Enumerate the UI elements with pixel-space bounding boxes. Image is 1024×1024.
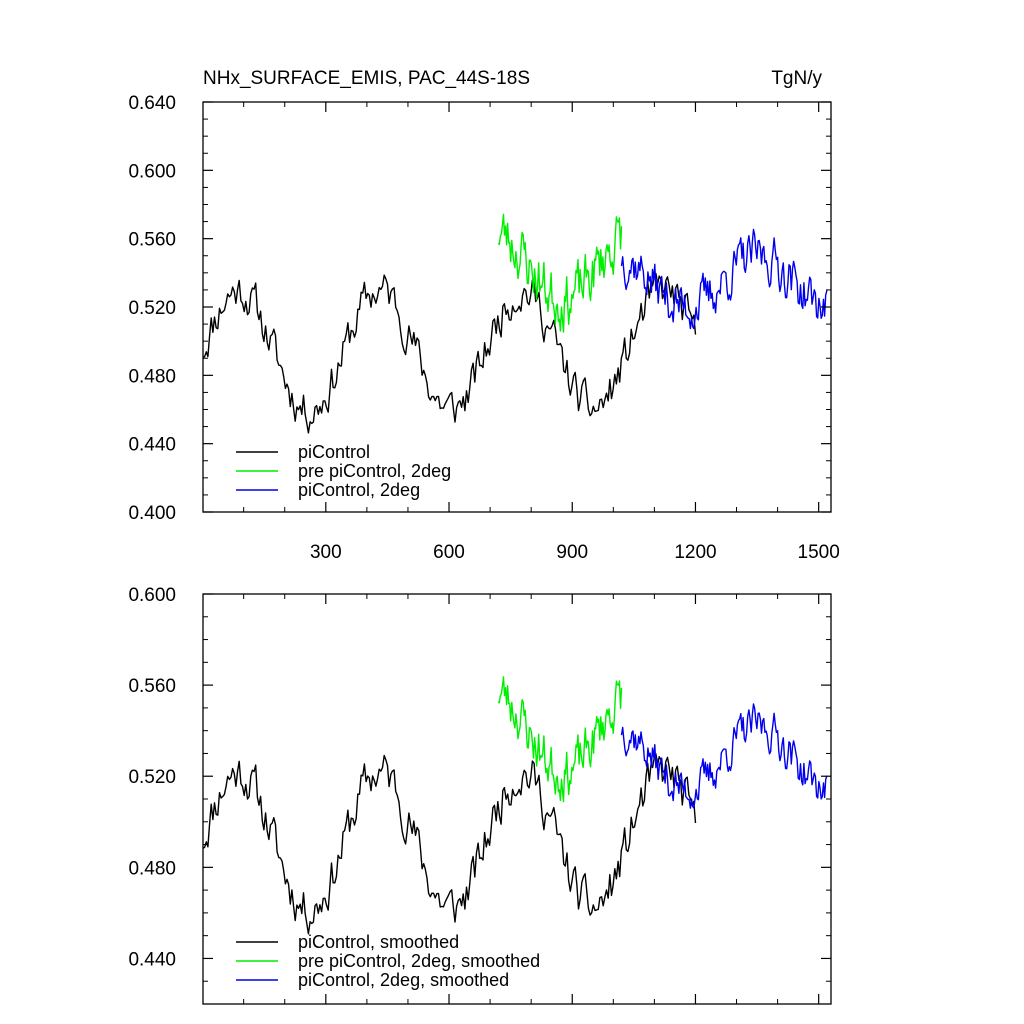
x-tick-label: 1500 — [798, 542, 840, 563]
y-tick-label: 0.400 — [128, 503, 176, 524]
bottom-chart-axes: 0.440 0.480 0.520 0.560 0.600 — [128, 585, 831, 1004]
bottom-chart-plot-frame — [202, 593, 832, 1005]
y-tick-label: 0.600 — [128, 585, 176, 606]
top-chart-units: TgN/y — [771, 68, 822, 89]
y-tick-label: 0.640 — [128, 93, 176, 114]
top-chart-panel: NHx_SURFACE_EMIS, PAC_44S-18S TgN/y 300 6… — [128, 68, 839, 563]
series-line-top-2 — [620, 228, 828, 330]
y-tick-label: 0.560 — [128, 230, 176, 251]
series-line-top-0 — [202, 272, 697, 434]
top-chart-axes: 300 600 900 1200 1500 0.400 0.440 0.480 0.520 0.5… — [128, 93, 839, 563]
y-tick-label: 0.600 — [128, 161, 176, 182]
y-tick-label: 0.440 — [128, 435, 176, 456]
y-tick-label: 0.440 — [128, 949, 176, 970]
legend-label: pre piControl, 2deg — [298, 461, 451, 481]
top-chart-title: NHx_SURFACE_EMIS, PAC_44S-18S — [203, 68, 530, 89]
legend-label: piControl, smoothed — [298, 932, 459, 952]
series-line-bottom-1 — [497, 676, 623, 803]
legend-label: pre piControl, 2deg, smoothed — [298, 951, 540, 971]
y-tick-label: 0.480 — [128, 366, 176, 387]
top-chart-plot-frame — [202, 101, 832, 513]
series-line-bottom-0 — [202, 753, 697, 935]
top-chart-series-group — [202, 213, 828, 434]
legend-label: piControl, 2deg, smoothed — [298, 970, 509, 990]
bottom-chart-series-group — [202, 676, 828, 935]
x-tick-label: 900 — [556, 542, 588, 563]
y-tick-label: 0.560 — [128, 676, 176, 697]
series-line-top-1 — [497, 213, 623, 333]
y-tick-label: 0.480 — [128, 858, 176, 879]
x-tick-label: 600 — [433, 542, 465, 563]
legend-label: piControl, 2deg — [298, 480, 420, 500]
series-line-bottom-2 — [620, 703, 828, 809]
y-tick-label: 0.520 — [128, 767, 176, 788]
legend-label: piControl — [298, 442, 370, 462]
x-tick-label: 1200 — [674, 542, 716, 563]
x-tick-label: 300 — [310, 542, 342, 563]
bottom-chart-panel: 0.440 0.480 0.520 0.560 0.600 piControl, smo… — [128, 585, 832, 1005]
y-tick-label: 0.520 — [128, 298, 176, 319]
